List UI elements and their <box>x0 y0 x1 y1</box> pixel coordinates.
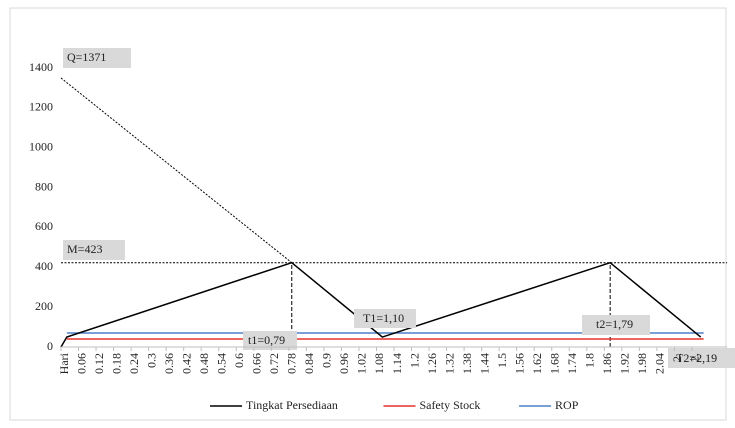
y-tick-label: 200 <box>35 299 53 313</box>
x-tick-label: 2.04 <box>653 353 667 374</box>
annotation-box <box>354 309 416 328</box>
x-tick-label: 1.14 <box>390 353 404 374</box>
x-tick-label: 1.62 <box>530 353 544 374</box>
x-tick-label: 1.38 <box>460 353 474 374</box>
x-tick-label: 0.18 <box>109 353 123 374</box>
x-tick-label: 1.86 <box>600 353 614 374</box>
annotation: T1=1,10 <box>363 311 404 325</box>
x-tick-label: 2. <box>688 353 702 362</box>
x-tick-label: 0.6 <box>232 353 246 368</box>
y-tick-label: 0 <box>47 339 53 353</box>
annotation: Q=1371 <box>67 50 106 64</box>
x-tick-label: 0.84 <box>302 353 316 374</box>
y-tick-label: 800 <box>35 179 53 193</box>
legend-label: ROP <box>555 398 579 412</box>
x-tick-label: 0.3 <box>144 353 158 368</box>
x-tick-label: 1.8 <box>583 353 597 368</box>
x-tick-label: 0.36 <box>162 353 176 374</box>
annotation-box <box>63 48 131 68</box>
annotation: M=423 <box>67 242 102 256</box>
x-tick-label: 1.98 <box>635 353 649 374</box>
x-tick-label: 0.78 <box>285 353 299 374</box>
annotation: t2=1,79 <box>596 317 633 331</box>
x-tick-label: 1.08 <box>372 353 386 374</box>
y-tick-label: 1200 <box>29 100 53 114</box>
x-tick-label: 0.54 <box>214 353 228 374</box>
x-tick-label: 0.42 <box>179 353 193 374</box>
x-tick-label: 1.02 <box>355 353 369 374</box>
chart-border <box>9 7 727 421</box>
annotation-box <box>243 331 297 350</box>
x-tick-label: 0.66 <box>250 353 264 374</box>
x-tick-label: 2. <box>670 353 684 362</box>
x-tick-label: 1.26 <box>425 353 439 374</box>
x-tick-label: 1.68 <box>547 353 561 374</box>
x-tick-label: 0.72 <box>267 353 281 374</box>
x-tick-label: 0.24 <box>127 353 141 374</box>
legend-label: Tingkat Persediaan <box>246 398 338 412</box>
annotation: t1=0,79 <box>248 333 285 347</box>
reference-line <box>60 77 293 264</box>
x-tick-label: 1.92 <box>618 353 632 374</box>
x-tick-label: 1.2 <box>407 353 421 368</box>
x-tick-label: 1.74 <box>565 353 579 374</box>
x-tick-label: 0.06 <box>74 353 88 374</box>
x-tick-label: 1.44 <box>477 353 491 374</box>
x-tick-label: 0.9 <box>320 353 334 368</box>
x-tick-label: 1.32 <box>442 353 456 374</box>
x-tick-label: 1.56 <box>512 353 526 374</box>
annotation-box <box>668 348 735 368</box>
x-tick-label: 0.96 <box>337 353 351 374</box>
y-tick-label: 400 <box>35 259 53 273</box>
x-tick-label: Hari <box>57 352 71 374</box>
y-tick-label: 1400 <box>29 60 53 74</box>
x-tick-label: 1.5 <box>495 353 509 368</box>
annotation-box <box>582 315 650 335</box>
annotation: T2=2,19 <box>676 351 717 365</box>
x-tick-label: 0.12 <box>92 353 106 374</box>
y-tick-label: 1000 <box>29 139 53 153</box>
x-tick-label: 0.48 <box>197 353 211 374</box>
series-line <box>60 261 702 348</box>
annotation-box <box>63 240 125 260</box>
y-tick-label: 600 <box>35 219 53 233</box>
legend-label: Safety Stock <box>419 398 480 412</box>
